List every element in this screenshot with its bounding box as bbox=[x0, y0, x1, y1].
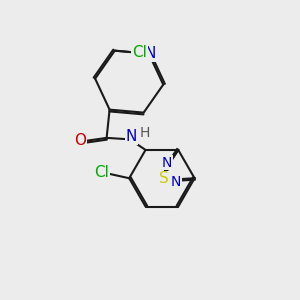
Text: N: N bbox=[171, 175, 181, 189]
Text: N: N bbox=[126, 130, 137, 145]
Text: N: N bbox=[145, 46, 156, 61]
Text: Cl: Cl bbox=[132, 45, 147, 60]
Text: S: S bbox=[159, 171, 169, 186]
Text: O: O bbox=[74, 133, 86, 148]
Text: Cl: Cl bbox=[94, 165, 109, 180]
Text: N: N bbox=[161, 156, 172, 170]
Text: H: H bbox=[140, 126, 150, 140]
